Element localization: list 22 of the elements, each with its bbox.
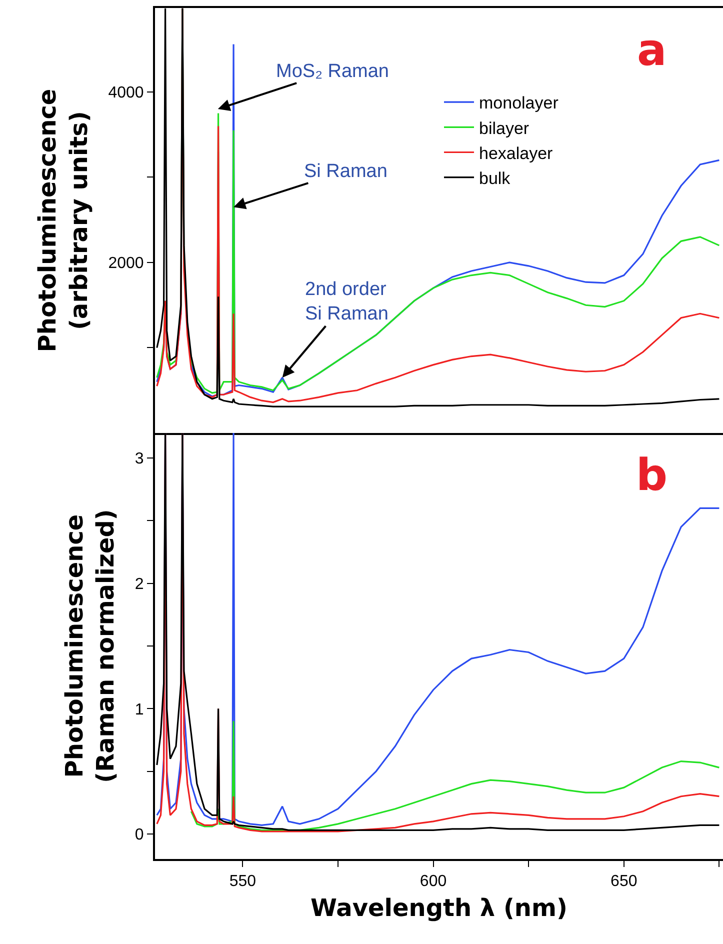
y-tick-label: 0 [134, 826, 144, 844]
y-tick-label: 4000 [108, 84, 144, 102]
legend-label: bulk [479, 168, 511, 188]
y-tick-label: 1 [134, 701, 144, 718]
annotation: MoS₂ Raman [276, 61, 389, 82]
y-axis-title: Photoluminescence (arbitrary units) [34, 88, 93, 352]
legend-label: hexalayer [479, 144, 554, 163]
y-axis-title: Photoluminescence (Raman normalized) [60, 509, 120, 783]
x-tick-label: 550 [229, 873, 256, 890]
annotation: a [637, 25, 667, 76]
x-tick-label: 650 [610, 873, 638, 890]
x-axis-title: Wavelength λ (nm) [310, 894, 568, 922]
y-tick-label: 2 [134, 576, 144, 593]
annotation: b [636, 450, 668, 501]
legend-label: bilayer [479, 118, 530, 138]
line-series [190, 720, 720, 831]
x-tick-label: 600 [420, 873, 447, 890]
legend-label: monolayer [479, 94, 559, 113]
annotation: 2nd order Si Raman [305, 279, 388, 325]
annotation: Si Raman [304, 161, 388, 182]
y-tick-label: 3 [134, 450, 144, 468]
y-tick-label: 2000 [108, 255, 144, 272]
